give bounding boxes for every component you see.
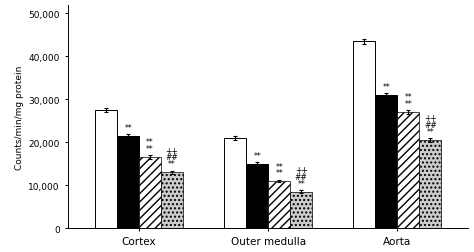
Bar	[354, 42, 375, 228]
Bar	[117, 136, 139, 228]
Bar	[375, 96, 397, 228]
Text: **: **	[275, 162, 283, 171]
Bar	[224, 138, 246, 228]
Text: **: **	[146, 137, 154, 146]
Text: ##: ##	[424, 121, 437, 130]
Text: **: **	[275, 169, 283, 178]
Bar	[161, 173, 183, 228]
Text: **: **	[146, 144, 154, 153]
Bar	[95, 110, 117, 228]
Bar	[397, 113, 419, 228]
Text: **: **	[254, 152, 261, 161]
Text: **: **	[427, 128, 434, 137]
Text: ++: ++	[165, 146, 178, 155]
Text: **: **	[168, 160, 176, 169]
Text: **: **	[297, 179, 305, 188]
Y-axis label: Counts/min/mg protein: Counts/min/mg protein	[15, 65, 24, 169]
Text: ##: ##	[165, 153, 178, 162]
Bar	[268, 181, 290, 228]
Text: **: **	[404, 92, 412, 102]
Text: ##: ##	[295, 173, 308, 181]
Text: **: **	[124, 123, 132, 132]
Text: **: **	[404, 99, 412, 108]
Text: ++: ++	[424, 114, 437, 123]
Bar	[290, 192, 312, 228]
Bar	[419, 140, 441, 228]
Text: **: **	[383, 82, 390, 91]
Bar	[139, 158, 161, 228]
Text: ++: ++	[295, 166, 308, 175]
Bar	[246, 164, 268, 228]
